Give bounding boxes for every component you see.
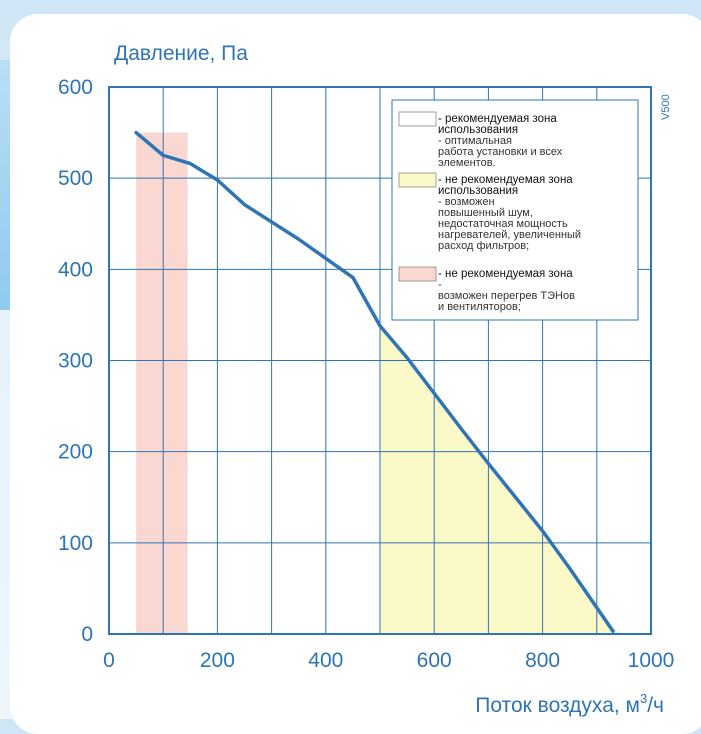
y-axis-label: Давление, Па [114, 42, 248, 65]
pressure-flow-chart: 0 200 400 600 800 1000 0 100 200 300 400 500 600 Дав… [58, 42, 674, 717]
y-tick-label: 600 [58, 76, 93, 99]
x-tick-label: 600 [417, 649, 452, 672]
legend-text-line: - рекомендуемая зона [438, 113, 557, 125]
legend-text-line: использования [438, 124, 518, 136]
x-tick-label: 200 [200, 649, 235, 672]
x-tick-label: 400 [308, 649, 343, 672]
x-tick-label: 0 [103, 649, 115, 672]
y-tick-label: 100 [58, 532, 93, 555]
legend-swatch [398, 111, 437, 127]
legend-text-line: недостаточная мощность [438, 218, 568, 230]
legend-text-line: - [438, 279, 442, 291]
legend-swatch [398, 266, 437, 282]
legend-text-line: работа установки и всех [438, 146, 563, 158]
legend-text-line: расход фильтров; [438, 240, 529, 252]
x-tick-label: 800 [525, 649, 560, 672]
y-tick-label: 500 [58, 167, 93, 190]
legend-text-line: - оптимальная [438, 135, 512, 147]
legend-text-line: нагревателей, увеличенный [438, 229, 581, 241]
legend-swatch [398, 172, 437, 188]
legend-text-line: - не рекомендуемая зона [438, 268, 573, 280]
legend-text-line: использования [438, 185, 518, 197]
model-label: V500 [660, 94, 672, 120]
series-layer [134, 130, 615, 634]
x-axis-label-superscript: 3 [640, 691, 647, 706]
plot-border [108, 86, 652, 635]
legend-box [391, 99, 639, 321]
legend-text-line: повышенный шум, [438, 207, 533, 219]
y-tick-label: 200 [58, 441, 93, 464]
zone-red [136, 132, 188, 635]
x-axis-label-main: Поток воздуха, м [475, 694, 640, 717]
y-tick-label: 0 [81, 623, 93, 646]
y-tick-label: 400 [58, 258, 93, 281]
series-line [134, 130, 615, 634]
legend-text-line: элементов. [438, 157, 496, 169]
x-axis-label-tail: /ч [647, 694, 664, 717]
x-tick-label: 1000 [628, 649, 675, 672]
x-axis-label: Поток воздуха, м3/ч [475, 691, 664, 717]
ticks-layer: 0 200 400 600 800 1000 0 100 200 300 400 500 600 [58, 76, 674, 672]
legend-text-line: возможен перегрев ТЭНов [438, 290, 575, 302]
legend-text-line: - возможен [438, 196, 495, 208]
legend-text-line: - не рекомендуемая зона [438, 174, 573, 186]
y-tick-label: 300 [58, 350, 93, 373]
zone-yellow [380, 325, 614, 634]
legend-text-line: и вентиляторов; [438, 301, 521, 313]
axes-layer [108, 86, 652, 635]
zones-layer [136, 132, 614, 635]
